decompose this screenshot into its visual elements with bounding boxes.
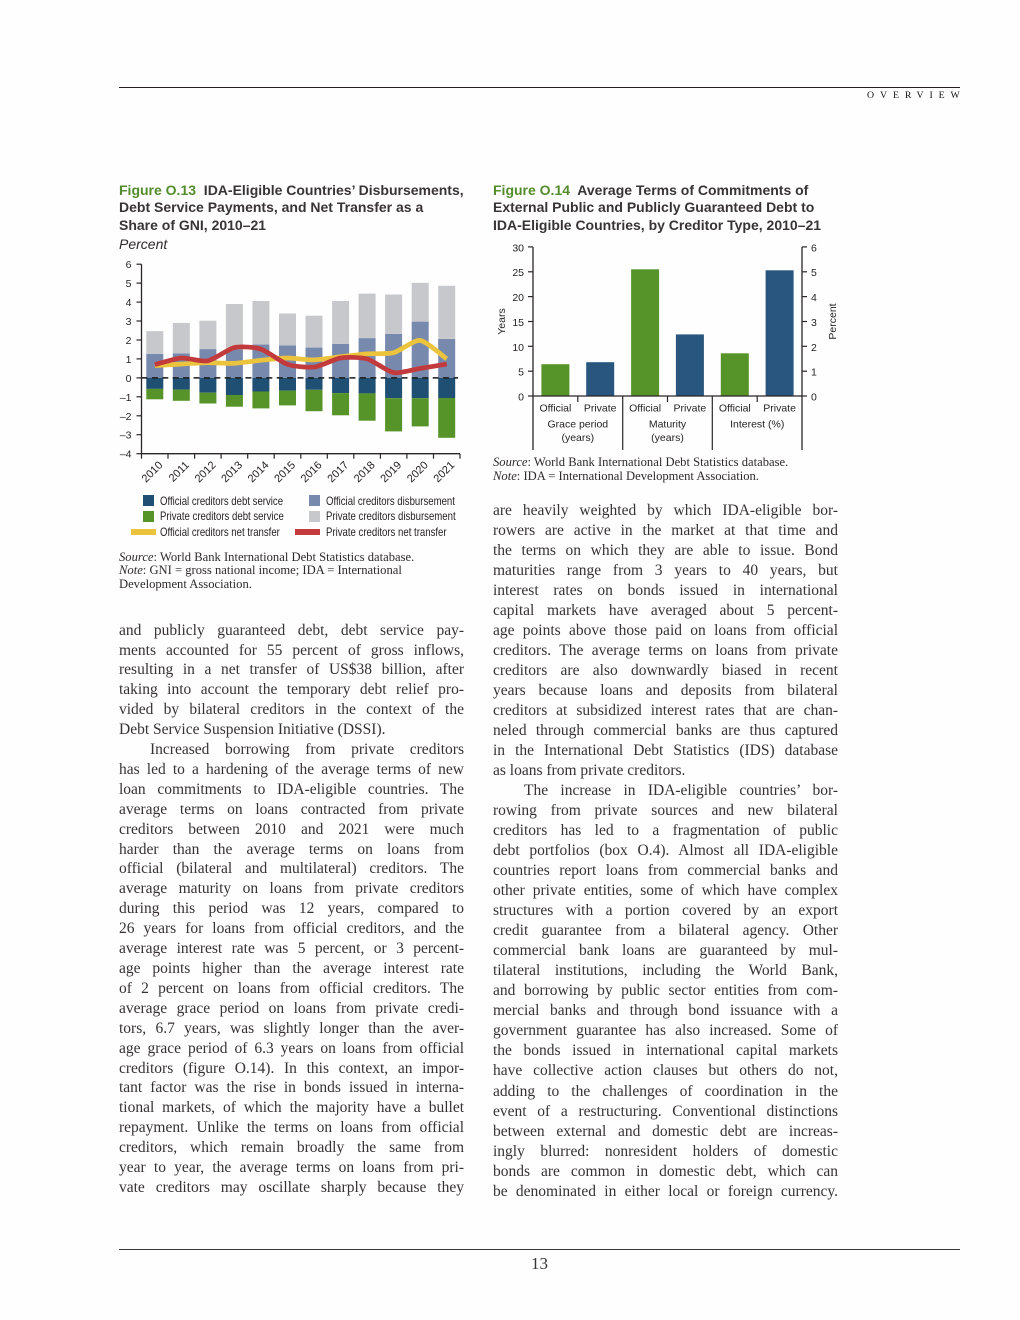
svg-text:2012: 2012 [193,459,219,485]
svg-text:Official: Official [719,403,751,415]
svg-text:1: 1 [126,354,132,366]
svg-text:5: 5 [518,367,524,379]
svg-text:20: 20 [512,292,524,304]
svg-text:Grace period: Grace period [547,419,608,431]
svg-text:–4: –4 [120,449,132,461]
svg-text:(years): (years) [561,432,594,444]
svg-text:2021: 2021 [432,459,458,485]
svg-text:Percent: Percent [827,303,839,339]
svg-text:–3: –3 [120,430,132,442]
svg-text:(years): (years) [651,432,684,444]
svg-text:Official: Official [629,403,661,415]
svg-text:2010: 2010 [140,459,166,485]
svg-text:6: 6 [126,259,132,271]
svg-text:2017: 2017 [325,459,351,485]
svg-text:2019: 2019 [378,459,404,485]
svg-text:4: 4 [811,292,817,304]
svg-text:2013: 2013 [219,459,245,485]
svg-text:1: 1 [811,367,817,379]
svg-text:3: 3 [126,316,132,328]
svg-text:2011: 2011 [167,459,192,484]
svg-text:5: 5 [126,278,132,290]
svg-text:5: 5 [811,267,817,279]
svg-text:–1: –1 [120,392,132,404]
svg-text:2016: 2016 [299,459,325,485]
svg-text:2: 2 [126,335,132,347]
svg-text:30: 30 [512,242,524,254]
svg-text:4: 4 [126,297,132,309]
svg-text:3: 3 [811,317,817,329]
svg-text:15: 15 [512,317,524,329]
svg-text:Private: Private [674,403,707,415]
svg-text:2014: 2014 [246,459,272,485]
svg-text:10: 10 [512,342,524,354]
svg-text:–2: –2 [120,411,132,423]
svg-text:2015: 2015 [272,459,298,485]
svg-text:6: 6 [811,242,817,254]
svg-text:Maturity: Maturity [649,419,687,431]
svg-text:2: 2 [811,342,817,354]
svg-text:Official: Official [539,403,571,415]
svg-text:0: 0 [811,392,817,404]
svg-text:0: 0 [126,373,132,385]
svg-text:2020: 2020 [405,459,431,485]
svg-text:Private: Private [763,403,796,415]
svg-text:Interest (%): Interest (%) [730,419,784,431]
svg-text:0: 0 [518,392,524,404]
svg-text:Private: Private [584,403,617,415]
svg-text:Years: Years [496,308,508,334]
svg-text:25: 25 [512,267,524,279]
svg-text:2018: 2018 [352,459,378,485]
